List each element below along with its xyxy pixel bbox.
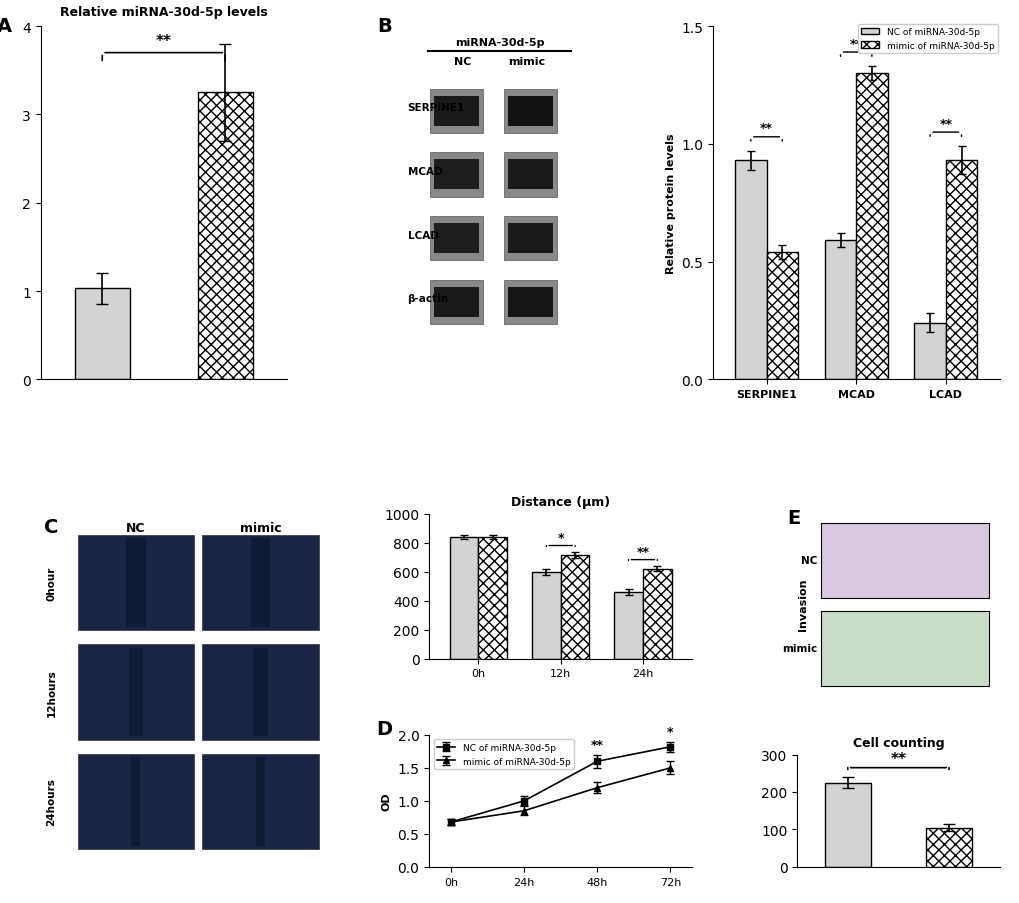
Text: SERPINE1: SERPINE1 xyxy=(408,103,465,113)
Text: 0hour: 0hour xyxy=(47,565,56,600)
Bar xyxy=(820,611,988,686)
Bar xyxy=(531,573,560,659)
Text: miRNA-30d-5p: miRNA-30d-5p xyxy=(454,38,544,48)
Text: 12hours: 12hours xyxy=(47,668,56,716)
Bar xyxy=(507,97,552,126)
Text: β-actin: β-actin xyxy=(408,293,448,303)
Text: *: * xyxy=(557,532,564,545)
Bar xyxy=(503,217,556,261)
Text: LCAD: LCAD xyxy=(408,230,438,240)
Text: **: ** xyxy=(849,38,862,51)
Text: D: D xyxy=(376,720,392,739)
Bar xyxy=(824,241,855,380)
Bar xyxy=(430,154,483,198)
Text: **: ** xyxy=(590,738,603,751)
Bar xyxy=(507,161,552,191)
Bar xyxy=(202,535,318,630)
Bar xyxy=(77,754,194,849)
Bar xyxy=(202,754,318,849)
Bar xyxy=(202,645,318,740)
Bar xyxy=(125,539,146,627)
Bar xyxy=(430,217,483,261)
Bar xyxy=(503,89,556,134)
Bar xyxy=(945,161,976,380)
Text: mimic: mimic xyxy=(782,644,816,654)
Bar xyxy=(128,648,143,736)
Bar xyxy=(560,555,589,659)
Text: **: ** xyxy=(890,751,906,766)
Bar xyxy=(256,758,265,846)
Text: Invasion: Invasion xyxy=(798,578,807,630)
Bar xyxy=(251,539,270,627)
Title: Cell counting: Cell counting xyxy=(852,737,944,749)
Bar xyxy=(735,161,766,380)
Bar xyxy=(77,535,194,630)
Legend: NC of miRNA-30d-5p, mimic of miRNA-30d-5p: NC of miRNA-30d-5p, mimic of miRNA-30d-5… xyxy=(433,740,574,769)
Bar xyxy=(430,280,483,324)
Text: B: B xyxy=(376,16,391,35)
Bar xyxy=(253,648,267,736)
Bar xyxy=(613,592,642,659)
Bar xyxy=(478,537,506,659)
Text: E: E xyxy=(787,508,800,527)
Bar xyxy=(820,523,988,599)
Bar xyxy=(507,224,552,254)
Text: **: ** xyxy=(156,34,171,49)
Text: **: ** xyxy=(636,545,649,559)
Legend: NC of miRNA-30d-5p, mimic of miRNA-30d-5p: NC of miRNA-30d-5p, mimic of miRNA-30d-5… xyxy=(857,24,997,54)
Bar xyxy=(434,161,479,191)
Bar xyxy=(642,569,672,659)
Title: Distance (μm): Distance (μm) xyxy=(511,496,609,508)
Text: **: ** xyxy=(759,122,772,135)
Bar xyxy=(434,224,479,254)
Bar xyxy=(434,97,479,126)
Text: mimic: mimic xyxy=(239,521,281,534)
Bar xyxy=(914,323,945,380)
Bar xyxy=(925,828,971,867)
Bar xyxy=(503,154,556,198)
Bar xyxy=(430,89,483,134)
Text: NC: NC xyxy=(800,555,816,565)
Text: A: A xyxy=(0,16,11,35)
Bar xyxy=(507,287,552,317)
Bar xyxy=(77,645,194,740)
Text: *: * xyxy=(666,725,673,738)
Bar xyxy=(855,74,887,380)
Y-axis label: Relative protein levels: Relative protein levels xyxy=(664,134,675,274)
Bar xyxy=(766,253,797,380)
Bar xyxy=(449,537,478,659)
Text: mimic: mimic xyxy=(507,57,544,67)
Text: MCAD: MCAD xyxy=(408,167,441,177)
Bar xyxy=(824,783,869,867)
Bar xyxy=(74,289,129,380)
Y-axis label: OD: OD xyxy=(381,792,391,810)
Text: C: C xyxy=(44,517,58,536)
Bar xyxy=(434,287,479,317)
Title: Relative miRNA-30d-5p levels: Relative miRNA-30d-5p levels xyxy=(60,6,267,19)
Text: 24hours: 24hours xyxy=(47,777,56,825)
Text: NC: NC xyxy=(126,521,146,534)
Text: NC: NC xyxy=(453,57,471,67)
Bar xyxy=(131,758,140,846)
Bar xyxy=(198,93,253,380)
Bar xyxy=(503,280,556,324)
Text: **: ** xyxy=(938,117,952,131)
